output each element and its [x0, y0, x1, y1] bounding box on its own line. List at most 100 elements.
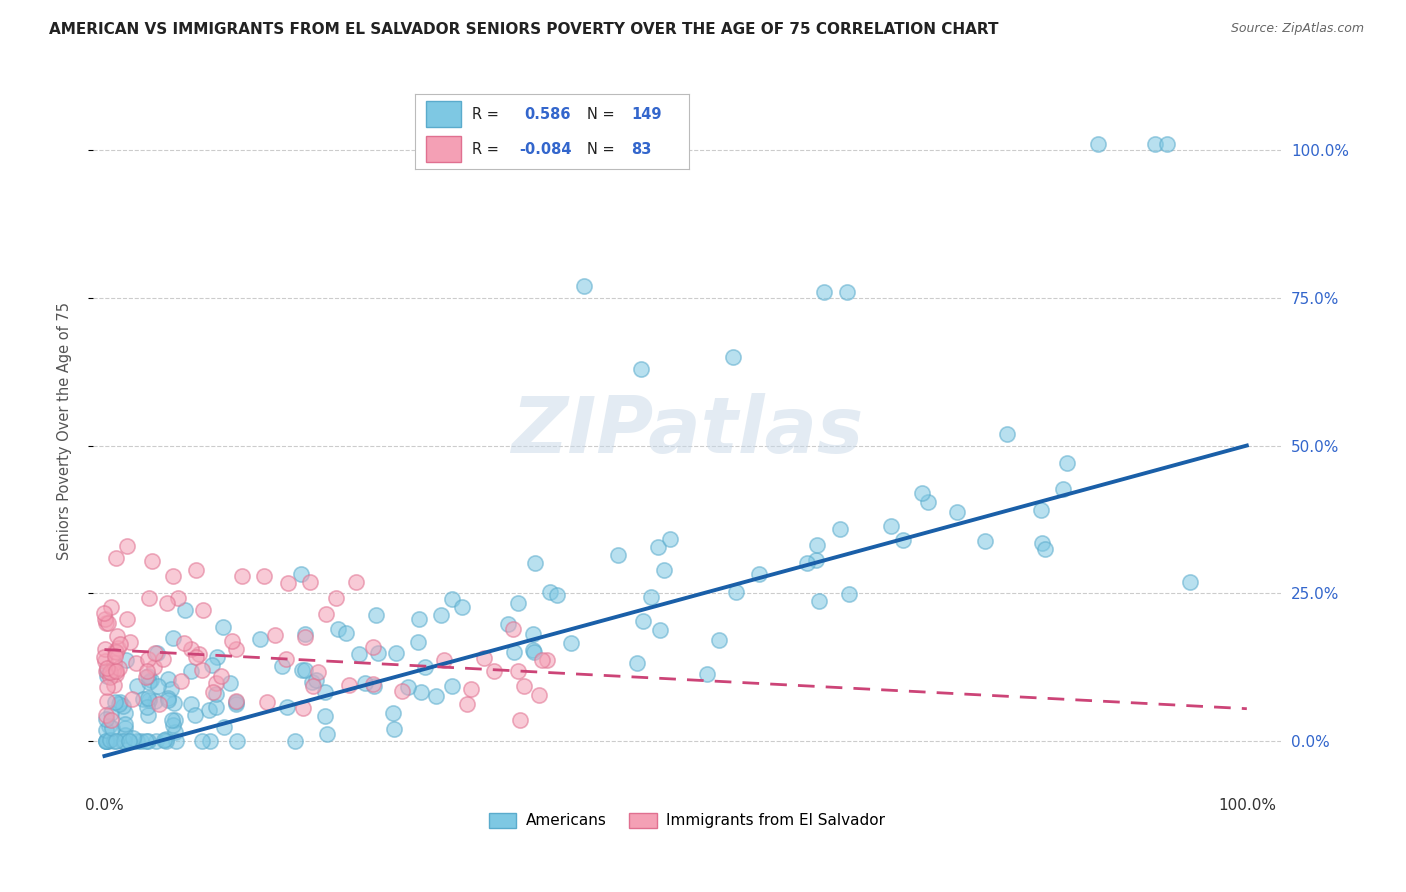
Point [114, 728, 136, 742]
Point [221, 633, 243, 648]
Point [127, 734, 149, 748]
Point [276, 700, 298, 714]
Point [93, 606, 115, 620]
Point [204, 687, 226, 701]
Y-axis label: Seniors Poverty Over the Age of 75: Seniors Poverty Over the Age of 75 [58, 301, 72, 560]
Point [301, 674, 323, 689]
Point [652, 563, 675, 577]
Point [129, 734, 152, 748]
Point [264, 628, 287, 642]
Point [225, 694, 247, 708]
Point [105, 667, 128, 681]
Point [105, 645, 128, 659]
Point [94, 734, 117, 748]
Point [440, 591, 463, 606]
Point [100, 600, 122, 615]
Point [127, 679, 149, 693]
Point [94, 712, 117, 726]
Point [162, 568, 184, 582]
Bar [426, 136, 461, 161]
Point [440, 679, 463, 693]
Point [118, 734, 141, 748]
Point [104, 648, 127, 663]
Text: Source: ZipAtlas.com: Source: ZipAtlas.com [1230, 22, 1364, 36]
Point [115, 612, 138, 626]
Point [94, 734, 117, 748]
Point [143, 693, 166, 707]
Point [155, 734, 177, 748]
Text: N =: N = [588, 107, 614, 121]
Point [367, 647, 389, 661]
Point [118, 635, 141, 649]
Point [174, 603, 197, 617]
Point [103, 734, 125, 748]
Point [538, 585, 561, 599]
Point [946, 504, 969, 518]
Point [98, 665, 121, 679]
Point [361, 640, 384, 654]
Point [806, 539, 828, 553]
Point [101, 664, 124, 678]
Point [696, 667, 718, 681]
Point [354, 676, 377, 690]
Point [472, 651, 495, 665]
Point [530, 653, 553, 667]
Point [225, 697, 247, 711]
Point [160, 713, 183, 727]
Point [546, 588, 568, 602]
Point [305, 673, 328, 687]
Point [104, 550, 127, 565]
Point [180, 641, 202, 656]
Point [523, 556, 546, 570]
Point [96, 669, 118, 683]
Point [626, 656, 648, 670]
Point [93, 612, 115, 626]
Point [385, 646, 408, 660]
Point [522, 627, 544, 641]
Point [748, 566, 770, 581]
Point [813, 285, 835, 299]
Point [225, 695, 247, 709]
Point [135, 734, 157, 748]
Point [1052, 483, 1074, 497]
Point [162, 632, 184, 646]
Point [307, 665, 329, 679]
Point [328, 622, 350, 636]
Point [207, 649, 229, 664]
Point [647, 540, 669, 554]
Point [574, 278, 596, 293]
Point [271, 659, 294, 673]
Point [1178, 574, 1201, 589]
Point [807, 593, 830, 607]
Text: -0.084: -0.084 [519, 142, 571, 156]
Point [118, 734, 141, 748]
Point [382, 722, 405, 736]
Point [363, 679, 385, 693]
Point [153, 732, 176, 747]
Point [502, 622, 524, 636]
Point [382, 706, 405, 721]
Point [98, 671, 121, 685]
Point [141, 554, 163, 568]
Point [513, 679, 536, 693]
Point [108, 697, 131, 711]
Point [433, 653, 456, 667]
Point [201, 685, 224, 699]
Point [98, 719, 121, 733]
Point [104, 644, 127, 658]
Point [406, 635, 429, 649]
Point [721, 350, 744, 364]
Point [277, 575, 299, 590]
Point [253, 568, 276, 582]
Point [145, 646, 167, 660]
Point [1031, 536, 1053, 550]
Point [166, 591, 188, 605]
Point [105, 629, 128, 643]
Point [165, 713, 187, 727]
Point [225, 641, 247, 656]
Point [335, 626, 357, 640]
Point [114, 716, 136, 731]
Point [96, 661, 118, 675]
Point [155, 731, 177, 746]
Point [409, 685, 432, 699]
